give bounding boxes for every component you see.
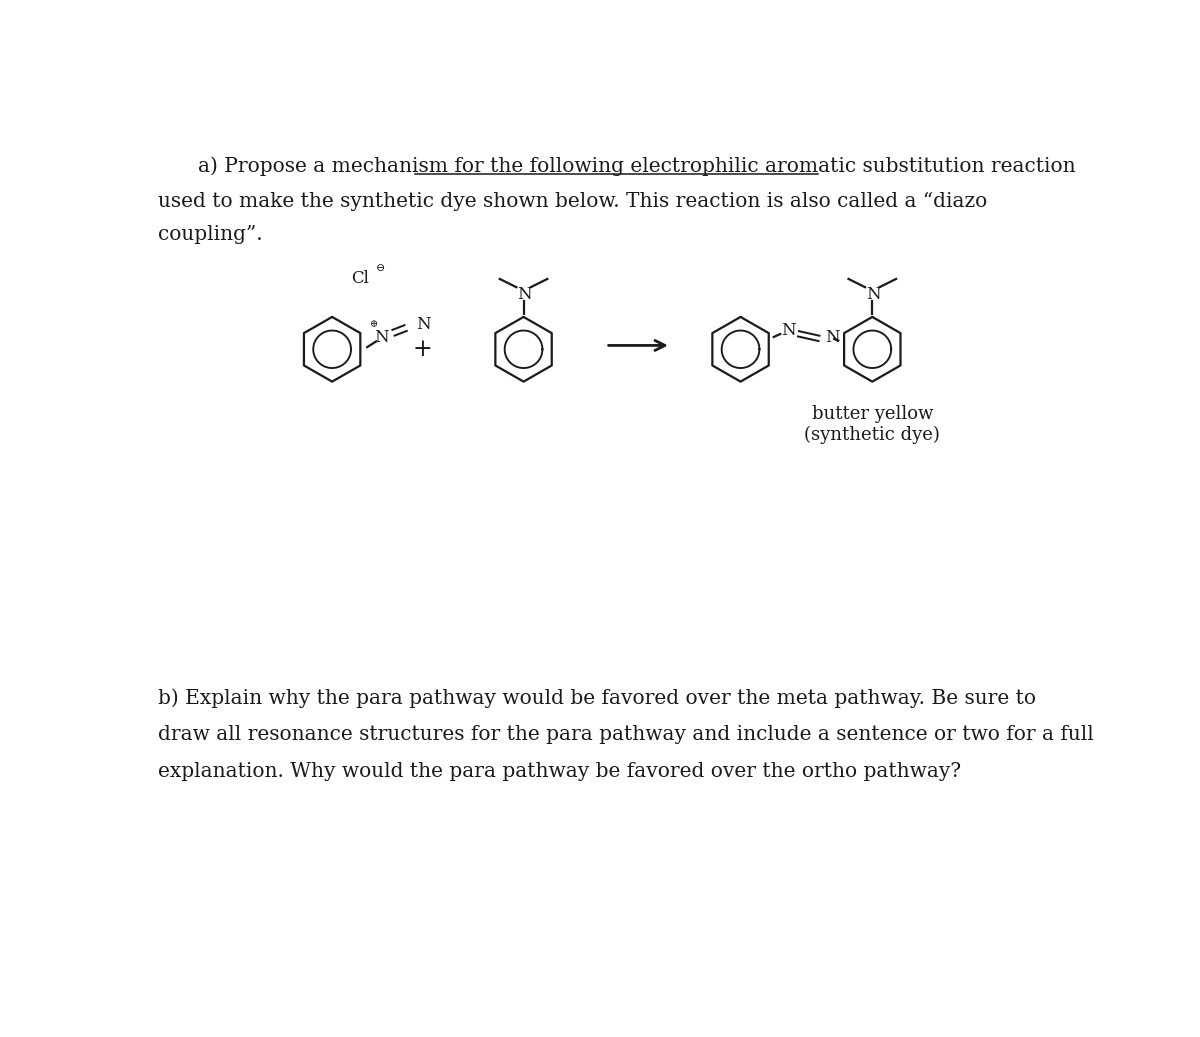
- Text: b) Explain why the para pathway would be favored over the meta pathway. Be sure : b) Explain why the para pathway would be…: [157, 689, 1036, 707]
- Text: butter yellow
(synthetic dye): butter yellow (synthetic dye): [804, 404, 941, 444]
- Text: draw all resonance structures for the para pathway and include a sentence or two: draw all resonance structures for the pa…: [157, 725, 1093, 744]
- Text: ⊕: ⊕: [370, 320, 378, 329]
- Text: explanation. Why would the para pathway be favored over the ortho pathway?: explanation. Why would the para pathway …: [157, 762, 961, 781]
- Text: ⊖: ⊖: [376, 262, 385, 273]
- Text: N: N: [374, 329, 389, 346]
- Text: used to make the synthetic dye shown below. This reaction is also called a “diaz: used to make the synthetic dye shown bel…: [157, 192, 986, 211]
- Text: +: +: [413, 338, 433, 361]
- Text: N: N: [781, 323, 796, 339]
- Text: N: N: [865, 286, 881, 303]
- Text: N: N: [416, 316, 431, 333]
- Text: coupling”.: coupling”.: [157, 225, 263, 245]
- Text: a) Propose a mechanism for the following electrophilic aromatic substitution rea: a) Propose a mechanism for the following…: [198, 157, 1075, 176]
- Text: Cl: Cl: [352, 270, 370, 287]
- Text: N: N: [826, 330, 840, 346]
- Text: N: N: [517, 286, 532, 303]
